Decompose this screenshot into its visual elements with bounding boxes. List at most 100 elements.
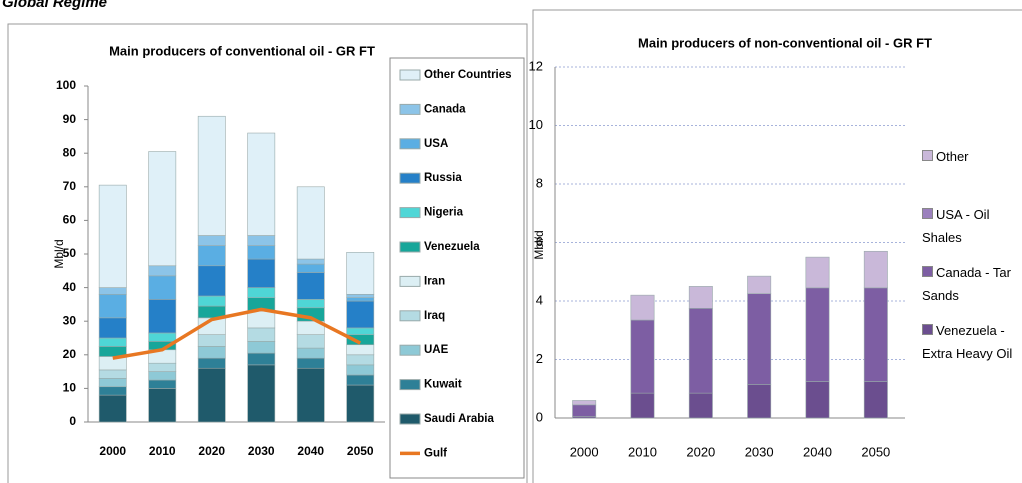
legend-swatch	[399, 275, 421, 287]
bar-segment	[148, 388, 177, 423]
bar-segment	[148, 151, 177, 267]
bar-segment	[296, 299, 325, 309]
chart-title: Main producers of non-conventional oil -…	[638, 35, 932, 50]
legend-label: Canada - Tar Sands	[922, 265, 1011, 303]
bar-segment	[863, 287, 888, 382]
y-tick-label: 10	[63, 381, 77, 395]
bar-segment	[247, 235, 276, 246]
bar-segment	[247, 352, 276, 366]
bar-segment	[98, 356, 127, 371]
x-tick-label: 2010	[628, 444, 657, 459]
legend-item: Canada - Tar Sands	[922, 261, 1022, 307]
bar-segment	[747, 293, 772, 385]
legend-label: Other	[936, 149, 969, 164]
bar-segment	[346, 384, 375, 423]
x-tick-label: 2020	[198, 444, 225, 458]
bar-segment	[98, 394, 127, 423]
legend-swatch	[399, 103, 421, 115]
bar-segment	[296, 186, 325, 260]
legend-swatch	[399, 138, 421, 150]
bar-segment	[247, 287, 276, 298]
chart-title: Main producers of conventional oil - GR …	[109, 43, 375, 58]
bar-segment	[346, 327, 375, 335]
x-tick-label: 2020	[686, 444, 715, 459]
y-tick-label: 50	[63, 246, 77, 260]
bar-segment	[247, 132, 276, 236]
legend-swatch	[399, 344, 421, 356]
legend-label: USA - Oil Shales	[922, 207, 990, 245]
bar-segment	[247, 245, 276, 260]
bar-segment	[197, 295, 226, 307]
legend-label: Venezuela - Extra Heavy Oil	[922, 323, 1013, 361]
bar-segment	[346, 297, 375, 302]
legend-swatch	[399, 379, 421, 391]
bar-segment	[572, 404, 597, 417]
bar-segment	[98, 184, 127, 288]
bar-segment	[296, 367, 325, 423]
bar-segment	[197, 245, 226, 267]
legend-label: Nigeria	[424, 207, 464, 219]
bar-segment	[148, 275, 177, 300]
x-tick-label: 2040	[803, 444, 832, 459]
x-tick-label: 2000	[570, 444, 599, 459]
legend-swatch	[922, 150, 933, 161]
bar-segment	[805, 381, 830, 419]
bar-segment	[346, 354, 375, 366]
bar-segment	[148, 299, 177, 334]
legend-swatch	[922, 324, 933, 335]
bar-segment	[197, 265, 226, 297]
bar-segment	[148, 332, 177, 342]
legend-label: Canada	[424, 103, 466, 115]
bar-segment	[346, 374, 375, 386]
bar-segment	[148, 265, 177, 277]
bar-segment	[688, 308, 713, 394]
legend-item: Other	[922, 145, 1022, 168]
y-tick-label: 100	[56, 78, 76, 92]
y-tick-label: 12	[529, 58, 543, 73]
y-tick-label: 90	[63, 112, 77, 126]
legend-swatch	[399, 241, 421, 253]
bar-segment	[98, 369, 127, 379]
bar-segment	[98, 294, 127, 319]
x-tick-label: 2050	[861, 444, 890, 459]
bar-segment	[247, 341, 276, 354]
bar-segment	[296, 347, 325, 359]
bar-segment	[197, 367, 226, 423]
x-tick-label: 2050	[347, 444, 374, 458]
bar-segment	[346, 300, 375, 329]
bar-segment	[346, 364, 375, 376]
y-tick-label: 2	[536, 351, 543, 366]
legend-swatch	[399, 172, 421, 184]
bar-segment	[296, 272, 325, 300]
bar-segment	[98, 287, 127, 295]
bar-segment	[805, 287, 830, 382]
bar-segment	[346, 294, 375, 298]
legend-swatch	[399, 413, 421, 425]
bar-segment	[863, 250, 888, 289]
x-tick-label: 2030	[248, 444, 275, 458]
y-tick-label: 20	[63, 347, 77, 361]
y-tick-label: 4	[536, 292, 543, 307]
legend-label: Iraq	[424, 310, 445, 322]
line	[112, 307, 362, 360]
bar-segment	[247, 310, 276, 329]
legend-swatch	[922, 208, 933, 219]
x-tick-label: 2010	[149, 444, 176, 458]
bar-segment	[747, 384, 772, 419]
bar-segment	[197, 346, 226, 359]
bar-segment	[148, 362, 177, 372]
y-tick-label: 40	[63, 280, 77, 294]
y-tick-label: 70	[63, 179, 77, 193]
bar-segment	[296, 357, 325, 369]
bar-segment	[296, 258, 325, 265]
bar-segment	[98, 386, 127, 396]
bar-segment	[688, 392, 713, 419]
bar-segment	[863, 381, 888, 419]
bar-segment	[98, 337, 127, 347]
bar-segment	[630, 319, 655, 394]
legend-label: Venezuela	[424, 241, 480, 253]
bar-segment	[197, 115, 226, 236]
bar-segment	[630, 392, 655, 419]
y-tick-label: 10	[529, 117, 543, 132]
bar-segment	[98, 378, 127, 388]
